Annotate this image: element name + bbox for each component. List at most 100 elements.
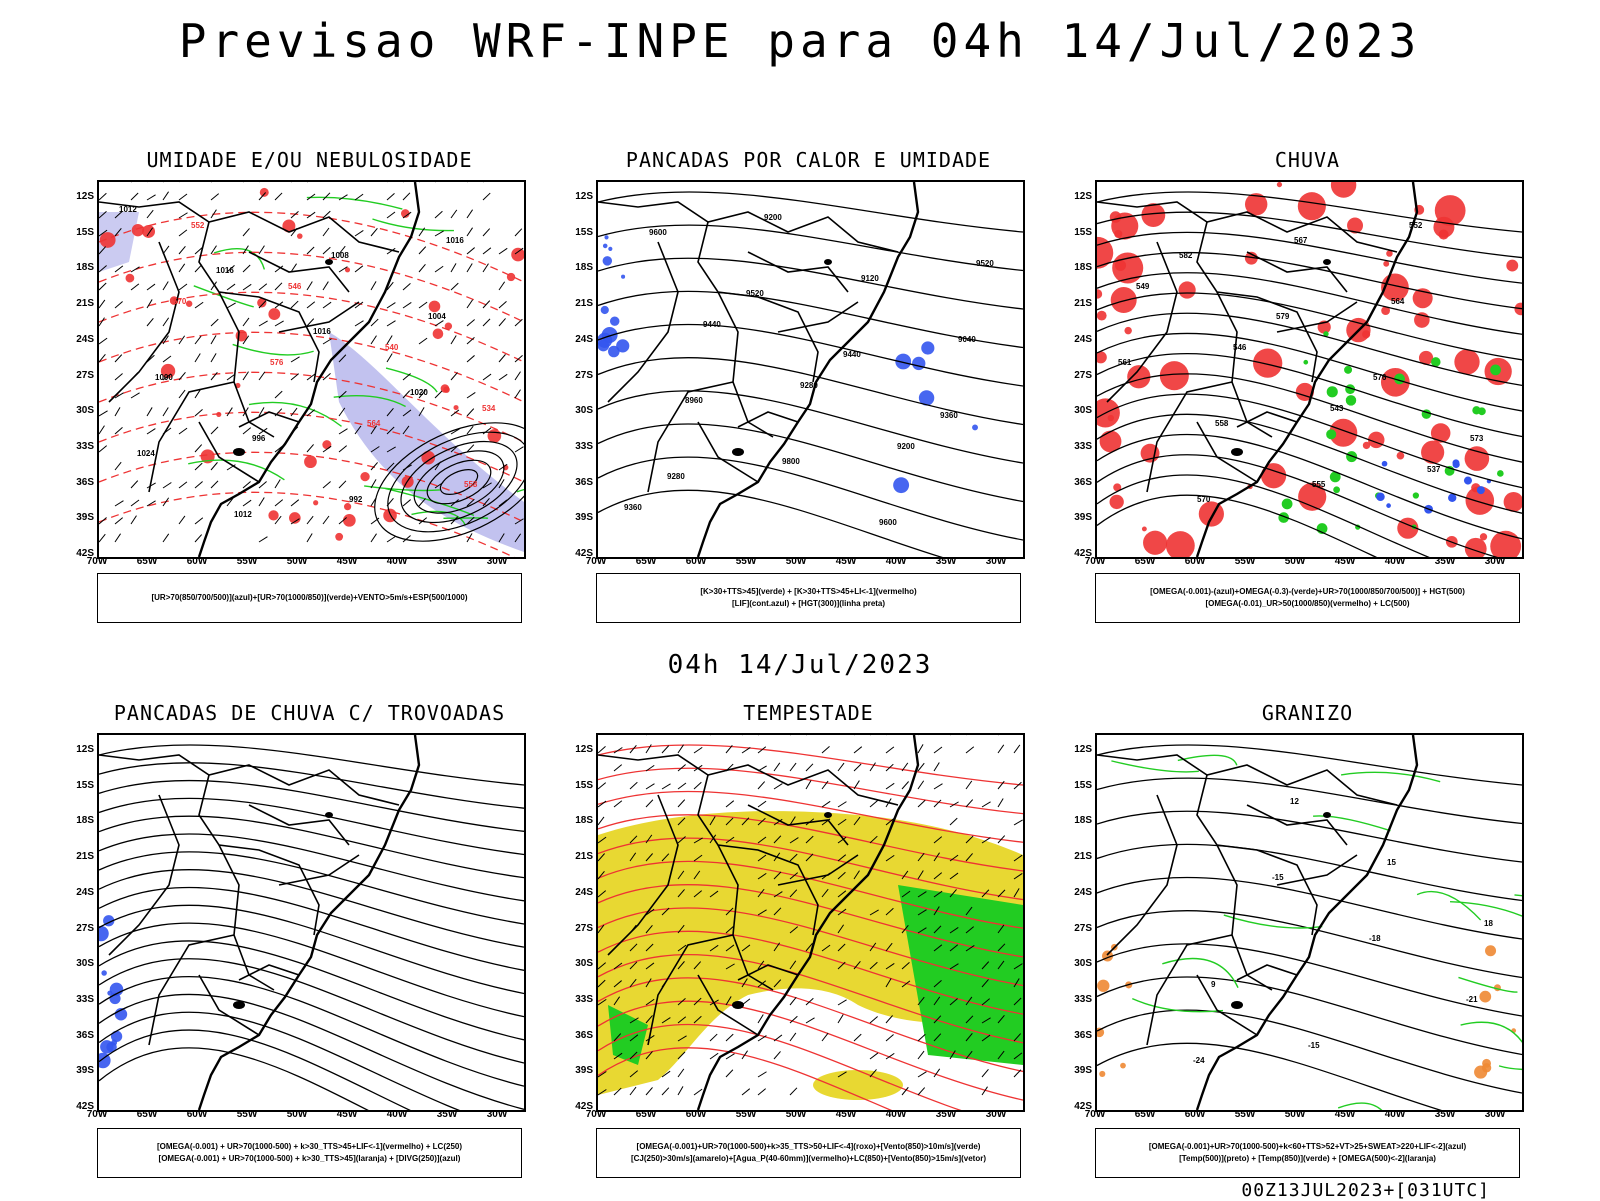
lat-tick-label: 12S — [575, 191, 593, 202]
lat-tick-label: 27S — [76, 369, 94, 381]
contour-label: 573 — [1470, 434, 1484, 443]
lat-tick-label: 18S — [76, 815, 94, 827]
lat-tick-label: 15S — [76, 226, 94, 238]
lat-tick-label: 12S — [1074, 744, 1092, 755]
lon-tick-label: 60W — [186, 1109, 208, 1120]
contour-label: 567 — [1294, 236, 1308, 245]
contour-label: 558 — [1215, 419, 1229, 428]
lon-tick-label: 65W — [635, 556, 657, 567]
lon-tick-label: 55W — [236, 1109, 258, 1120]
lat-tick-label: 42S — [1074, 548, 1092, 559]
lon-tick-label: 70W — [86, 1109, 108, 1120]
legend-box-chuva: [OMEGA(-0.001)-(azul)+OMEGA(-0.3)-(verde… — [1095, 573, 1520, 623]
lon-tick-label: 55W — [735, 556, 757, 567]
lat-tick-label: 18S — [575, 815, 593, 827]
panel-title-pancadas-calor: PANCADAS POR CALOR E UMIDADE — [625, 148, 992, 172]
contour-label: 1012 — [234, 510, 252, 519]
lon-tick-label: 50W — [286, 556, 308, 567]
lat-tick-label: 15S — [76, 779, 94, 791]
lat-tick-label: 33S — [1074, 993, 1092, 1005]
legend-box-granizo: [OMEGA(-0.001)+UR>70(1000-500)+k<60+TTS>… — [1095, 1128, 1520, 1178]
lon-tick-label: 70W — [86, 556, 108, 567]
legend-line: [OMEGA(-0.01)_UR>50(1000/850)(vermelho) … — [1205, 599, 1410, 608]
contour-label: 1008 — [331, 251, 349, 260]
lon-tick-label: 45W — [835, 1109, 857, 1120]
contour-label: -15 — [1308, 1041, 1320, 1050]
legend-box-pancadas-calor: [K>30+TTS>45](verde) + [K>30+TTS>45+LI<-… — [596, 573, 1021, 623]
contour-label: 1012 — [119, 205, 137, 214]
lon-tick-label: 65W — [1134, 1109, 1156, 1120]
lon-tick-label: 60W — [685, 556, 707, 567]
lon-tick-label: 35W — [1434, 556, 1456, 567]
panel-title-umidade: UMIDADE E/OU NEBULOSIDADE — [146, 148, 473, 172]
contour-label: 9800 — [782, 457, 800, 466]
contour-label: 582 — [1179, 251, 1193, 260]
contour-label: 9440 — [843, 350, 861, 359]
lon-tick-label: 40W — [885, 1109, 907, 1120]
lat-tick-label: 12S — [76, 191, 94, 202]
lat-tick-label: 18S — [1074, 815, 1092, 827]
contour-label: 543 — [1330, 404, 1344, 413]
lon-tick-label: 30W — [486, 556, 508, 567]
contour-label: 9520 — [976, 259, 994, 268]
contour-label: 549 — [1136, 282, 1150, 291]
lat-tick-label: 33S — [575, 993, 593, 1005]
lat-tick-label: 21S — [1074, 851, 1092, 863]
lat-tick-label: 24S — [575, 333, 593, 345]
lat-tick-label: 36S — [575, 1029, 593, 1041]
lon-tick-label: 35W — [935, 1109, 957, 1120]
lat-tick-label: 39S — [575, 512, 593, 524]
contour-label: -21 — [1466, 995, 1478, 1004]
legend-line: [Temp(500)](preto) + [Temp(850)](verde) … — [1179, 1154, 1436, 1163]
lat-tick-label: 24S — [575, 886, 593, 898]
lat-tick-label: 27S — [1074, 369, 1092, 381]
lat-tick-label: 30S — [1074, 405, 1092, 417]
contour-label: 558 — [464, 480, 478, 489]
coastline — [696, 735, 920, 1110]
lat-tick-label: 24S — [76, 333, 94, 345]
lon-tick-label: 65W — [1134, 556, 1156, 567]
lat-tick-label: 30S — [76, 405, 94, 417]
contour-label: 9360 — [624, 503, 642, 512]
contour-label: 1016 — [446, 236, 464, 245]
lon-tick-label: 55W — [236, 556, 258, 567]
contour-label: 9280 — [667, 472, 685, 481]
coastline — [197, 182, 421, 557]
contour-label: 546 — [1233, 343, 1247, 352]
legend-box-umidade: [UR>70(850/700/500)](azul)+[UR>70(1000/8… — [97, 573, 522, 623]
lat-tick-label: 36S — [1074, 1029, 1092, 1041]
contour-label: 540 — [385, 343, 399, 352]
lat-tick-label: 21S — [76, 851, 94, 863]
legend-line: [LIF](cont.azul) + [HGT(300)](linha pret… — [731, 599, 886, 608]
lon-tick-label: 40W — [386, 1109, 408, 1120]
contour-label: 1016 — [216, 266, 234, 275]
contour-label: 1004 — [428, 312, 446, 321]
contour-label: 12 — [1290, 797, 1299, 806]
contour-label: 552 — [1409, 221, 1423, 230]
lon-tick-label: 45W — [1334, 1109, 1356, 1120]
panel-title-tempestade: TEMPESTADE — [743, 701, 874, 725]
lat-tick-label: 27S — [575, 369, 593, 381]
contour-label: 992 — [349, 495, 363, 504]
coastline — [1195, 735, 1419, 1110]
lon-tick-label: 50W — [785, 556, 807, 567]
contour-label: 9360 — [940, 411, 958, 420]
lon-tick-label: 30W — [1484, 556, 1506, 567]
lat-tick-label: 39S — [1074, 512, 1092, 524]
lon-tick-label: 45W — [336, 556, 358, 567]
lat-tick-label: 39S — [575, 1065, 593, 1077]
contour-label: 552 — [191, 221, 205, 230]
lat-tick-label: 12S — [76, 744, 94, 755]
map-plot-umidade: 1012 1016 1016 1020 1024 1012 1008 1004 1000 996 9… — [97, 180, 526, 559]
contour-label: 9600 — [879, 518, 897, 527]
contour-label: 9440 — [703, 320, 721, 329]
lat-tick-label: 18S — [575, 262, 593, 274]
map-canvas-pancadas-trovoadas — [99, 735, 524, 1110]
wind-850-area — [898, 885, 1023, 1065]
contour-label: -18 — [1369, 934, 1381, 943]
lon-tick-label: 40W — [1384, 556, 1406, 567]
lon-tick-label: 45W — [1334, 556, 1356, 567]
lat-tick-label: 39S — [76, 1065, 94, 1077]
contour-label: 576 — [270, 358, 284, 367]
contour-label: 1024 — [137, 449, 155, 458]
